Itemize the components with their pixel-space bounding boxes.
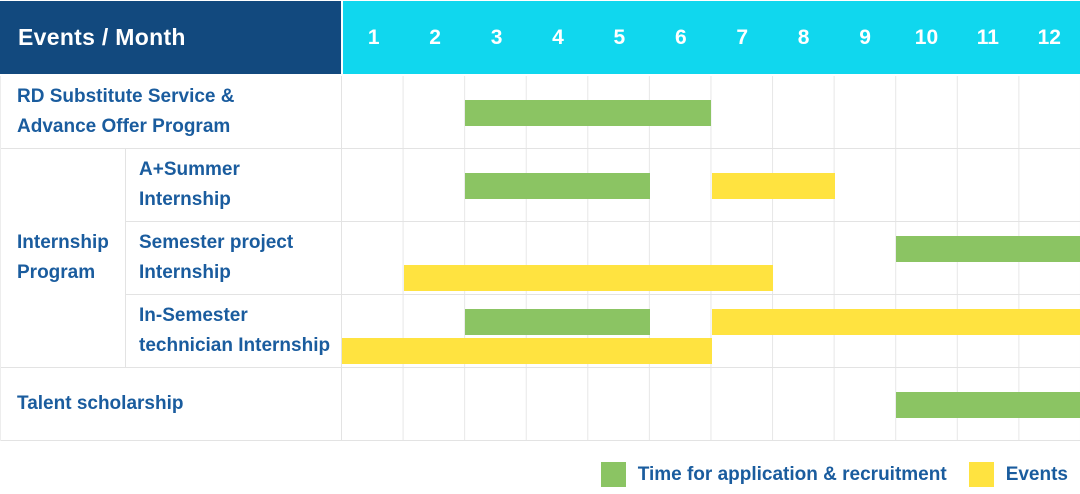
row-label-talent-scholarship: Talent scholarship — [1, 368, 342, 441]
month-label: 12 — [1037, 25, 1061, 49]
month-label: 6 — [674, 25, 687, 49]
recruitment-swatch-icon — [600, 462, 626, 487]
month-label: 10 — [914, 25, 939, 49]
table-header-row: Events / Month 1 2 3 4 5 6 7 8 9 10 11 1… — [0, 1, 1080, 74]
events-swatch-icon — [968, 462, 994, 487]
events-month-header-cell: Events / Month — [0, 1, 341, 74]
legend-label: Time for application & recruitment — [637, 463, 947, 485]
gantt-row-rd-substitute — [342, 76, 1080, 149]
label-line: Semester project — [139, 232, 294, 253]
gantt-body: RD Substitute Service & Advance Offer Pr… — [0, 76, 1080, 441]
label-line: Program — [17, 262, 96, 283]
gantt-row-talent-scholarship — [342, 368, 1080, 441]
month-label: 2 — [429, 25, 441, 49]
table-title: Events / Month — [18, 24, 186, 50]
event-bar — [403, 265, 774, 291]
legend: Time for application & recruitment Event… — [0, 462, 1080, 487]
legend-label: Events — [1005, 463, 1068, 485]
legend-item-recruitment: Time for application & recruitment — [600, 462, 947, 487]
label-line: In-Semester — [139, 305, 248, 326]
month-label: 1 — [367, 25, 380, 49]
label-line: A+Summer — [139, 159, 240, 180]
event-bar — [711, 173, 835, 199]
month-label: 9 — [859, 25, 871, 49]
label-line: technician Internship — [139, 335, 331, 356]
recruitment-bar — [896, 236, 1080, 262]
event-bar — [711, 309, 1080, 335]
label-line: Internship — [17, 232, 109, 253]
gantt-row-in-semester-technician — [342, 295, 1080, 368]
event-bar — [342, 338, 712, 364]
label-line: Internship — [139, 189, 231, 210]
recruitment-bar — [896, 392, 1080, 418]
gantt-row-a-plus-summer — [342, 149, 1080, 222]
label-line: Talent scholarship — [17, 393, 184, 414]
month-label: 8 — [797, 25, 810, 49]
month-label: 3 — [490, 25, 503, 49]
recruitment-bar — [465, 173, 650, 199]
month-label: 5 — [613, 25, 626, 49]
gantt-row-semester-project — [342, 222, 1080, 295]
row-label-a-plus-summer: A+Summer Internship — [126, 149, 342, 222]
label-line: Advance Offer Program — [17, 116, 231, 137]
month-label: 4 — [552, 25, 564, 49]
recruitment-bar — [465, 100, 712, 126]
row-group-internship-program: Internship Program — [1, 149, 126, 368]
row-label-in-semester-technician: In-Semester technician Internship — [126, 295, 342, 368]
row-label-semester-project: Semester project Internship — [126, 222, 342, 295]
label-line: RD Substitute Service & — [17, 86, 235, 107]
label-line: Internship — [139, 262, 231, 283]
months-header-strip: 1 2 3 4 5 6 7 8 9 10 11 12 — [343, 1, 1080, 74]
month-label: 7 — [736, 25, 749, 49]
recruitment-bar — [465, 309, 650, 335]
month-label: 11 — [976, 25, 999, 49]
legend-item-events: Events — [968, 462, 1068, 487]
row-label-rd-substitute: RD Substitute Service & Advance Offer Pr… — [1, 76, 342, 149]
